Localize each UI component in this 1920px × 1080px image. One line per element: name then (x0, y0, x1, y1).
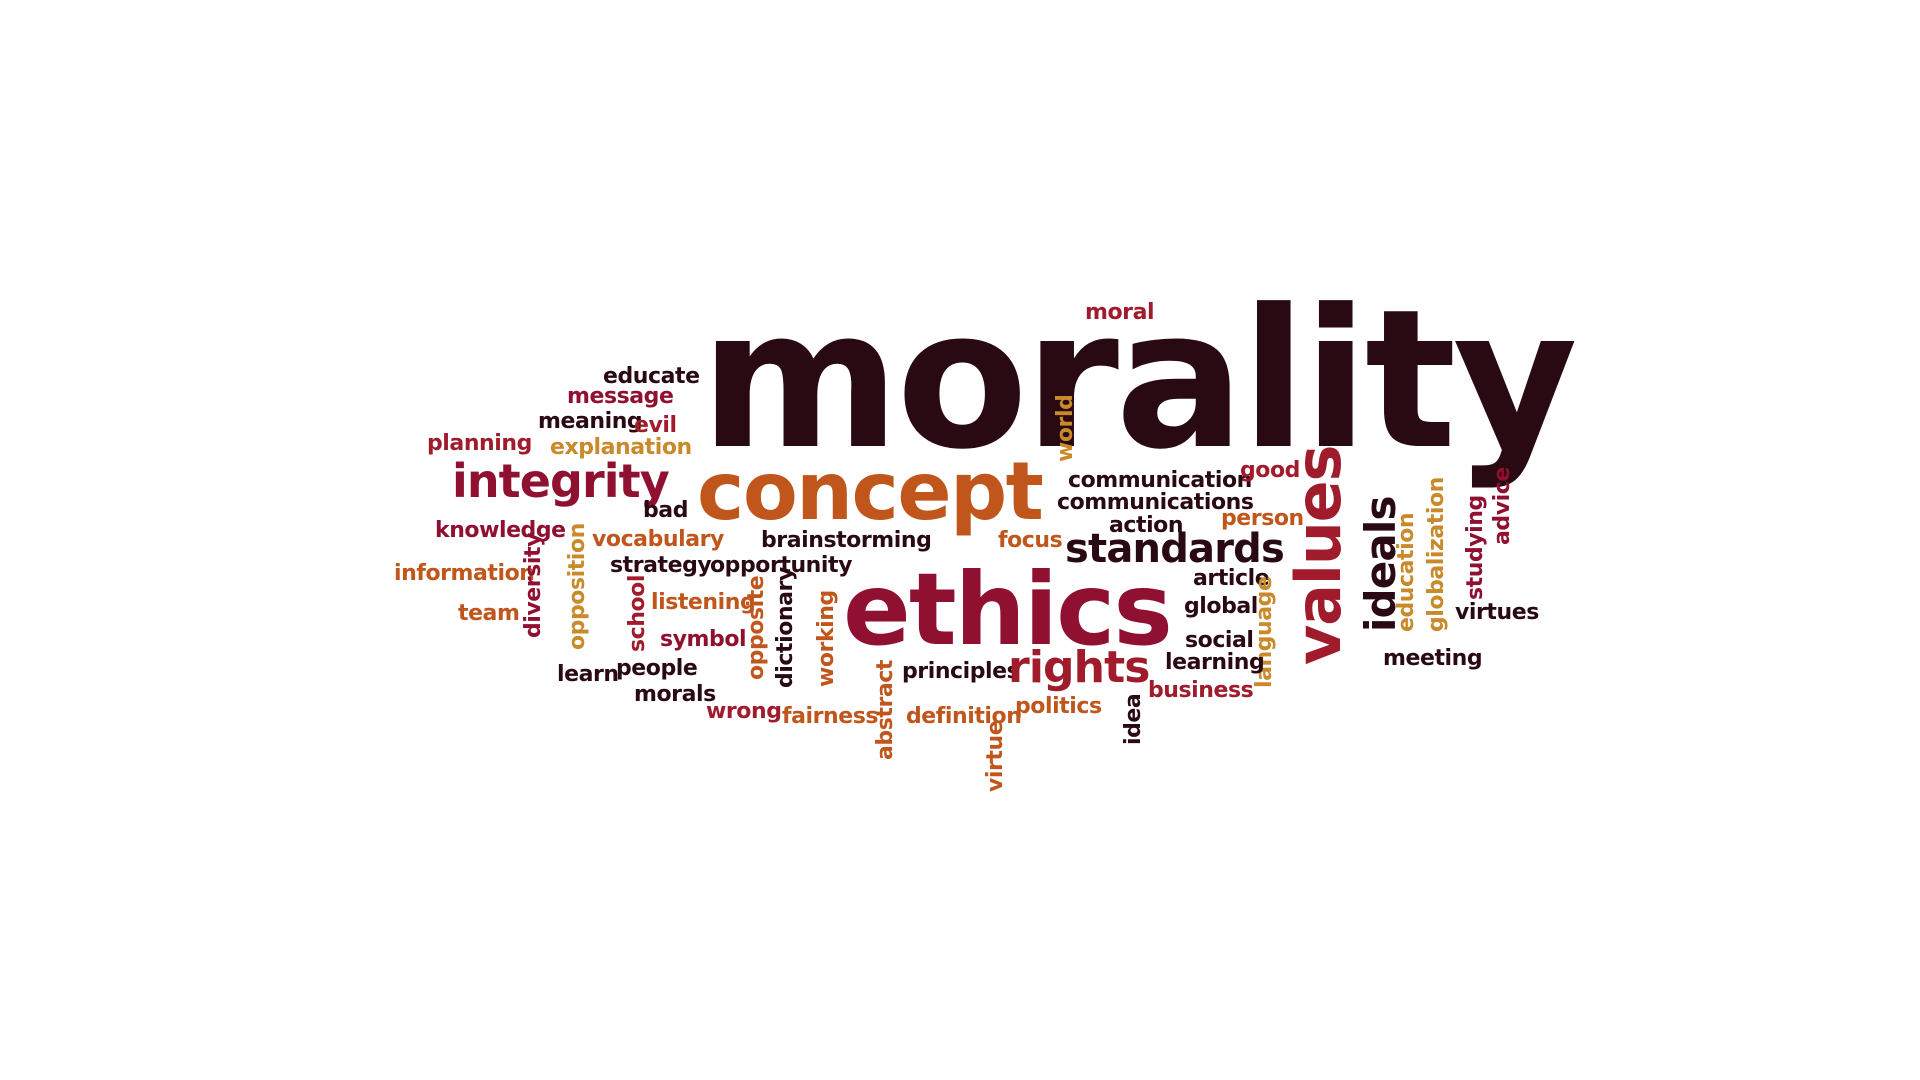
word-virtue: virtue (983, 720, 1008, 792)
word-idea: idea (1121, 693, 1146, 745)
word-ethics: ethics (843, 551, 1173, 668)
word-virtues: virtues (1455, 600, 1539, 625)
word-world: world (1053, 394, 1078, 462)
word-team: team (458, 601, 520, 626)
word-strategy: strategy (610, 553, 712, 578)
word-politics: politics (1015, 694, 1102, 719)
word-vocabulary: vocabulary (592, 527, 724, 552)
word-integrity: integrity (452, 454, 670, 508)
word-fairness: fairness (782, 704, 879, 729)
word-educate: educate (603, 364, 700, 389)
word-evil: evil (634, 413, 677, 438)
word-information: information (394, 561, 535, 586)
word-opportunity: opportunity (710, 553, 852, 578)
word-morality: morality (700, 269, 1578, 492)
word-learning: learning (1165, 650, 1265, 675)
word-meeting: meeting (1383, 646, 1483, 671)
word-dictionary: dictionary (773, 567, 798, 688)
word-message: message (567, 384, 674, 409)
word-opposition: opposition (565, 523, 590, 650)
word-social: social (1185, 628, 1254, 653)
word-studying: studying (1463, 495, 1488, 600)
word-global: global (1184, 594, 1258, 619)
word-morals: morals (634, 682, 716, 707)
word-learn: learn (557, 662, 619, 687)
word-listening: listening (651, 590, 756, 615)
word-rights: rights (1008, 642, 1150, 693)
word-symbol: symbol (660, 627, 747, 652)
word-values: values (1282, 445, 1355, 665)
word-business: business (1148, 678, 1254, 703)
word-education: education (1394, 512, 1419, 632)
word-action: action (1109, 513, 1184, 538)
word-communications: communications (1057, 490, 1254, 515)
word-standards: standards (1065, 526, 1285, 572)
word-knowledge: knowledge (435, 518, 566, 543)
word-abstract: abstract (873, 660, 898, 760)
word-concept: concept (697, 445, 1044, 538)
word-focus: focus (998, 528, 1063, 553)
word-moral: moral (1085, 300, 1155, 325)
word-person: person (1221, 506, 1304, 531)
word-planning: planning (427, 431, 532, 456)
word-communication: communication (1068, 468, 1252, 493)
word-bad: bad (643, 498, 689, 523)
word-meaning: meaning (538, 409, 643, 434)
word-school: school (625, 575, 650, 652)
word-advice: advice (1490, 467, 1515, 545)
word-working: working (814, 590, 839, 687)
word-good: good (1240, 458, 1300, 483)
word-brainstorming: brainstorming (761, 528, 932, 553)
word-opposite: opposite (744, 575, 769, 680)
word-explanation: explanation (550, 435, 692, 460)
word-people: people (616, 656, 698, 681)
word-wrong: wrong (706, 699, 782, 724)
word-article: article (1193, 566, 1270, 591)
word-globalization: globalization (1424, 477, 1449, 632)
word-definition: definition (906, 704, 1022, 729)
word-principles: principles (902, 659, 1020, 684)
word-diversity: diversity (521, 533, 546, 638)
